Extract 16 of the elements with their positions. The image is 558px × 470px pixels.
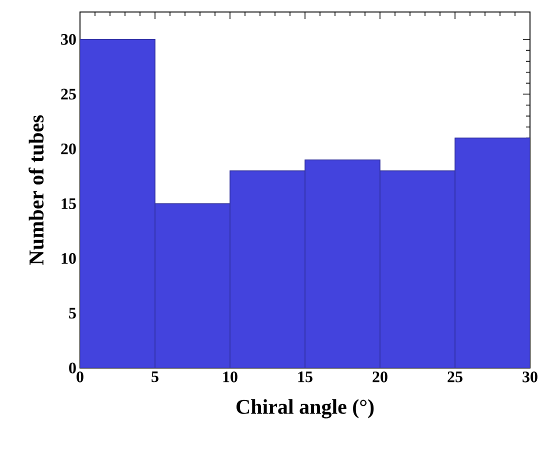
x-axis-title: Chiral angle (°) <box>236 399 374 418</box>
x-tick-label: 30 <box>522 372 538 382</box>
x-tick-label: 25 <box>448 372 462 382</box>
x-tick-label: 0 <box>76 372 84 382</box>
y-tick-label: 0 <box>69 362 76 374</box>
x-tick-label: 5 <box>152 372 158 382</box>
x-tick-label: 15 <box>298 372 312 382</box>
y-tick-label: 10 <box>62 253 76 264</box>
x-tick-label: 10 <box>223 372 238 382</box>
y-tick-label: 30 <box>61 34 76 45</box>
y-tick-label: 15 <box>62 198 76 210</box>
y-tick-label: 25 <box>61 88 76 100</box>
y-axis-title: Number of tubes <box>28 115 44 265</box>
y-tick-label: 20 <box>61 144 76 154</box>
y-tick-label: 5 <box>69 308 76 319</box>
x-tick-label: 20 <box>372 372 388 382</box>
